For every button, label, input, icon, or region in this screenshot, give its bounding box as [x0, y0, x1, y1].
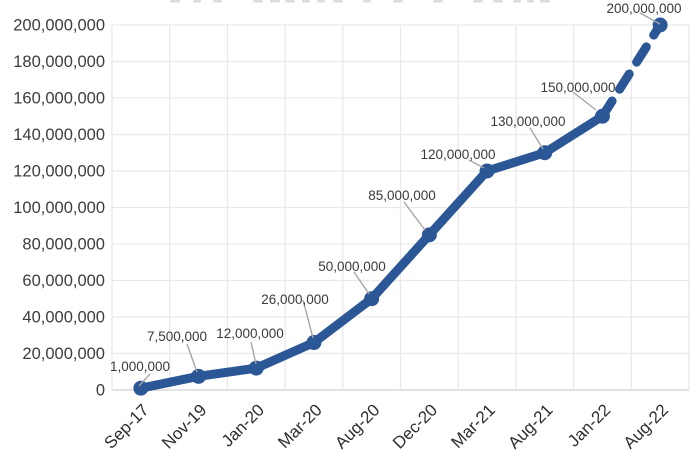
leader-line [186, 343, 198, 373]
leader-line [468, 159, 485, 169]
y-axis-tick-label: 200,000,000 [13, 17, 105, 35]
y-axis-tick-label: 20,000,000 [22, 345, 105, 363]
cropped-title-remnant [527, 0, 534, 3]
x-axis-tick-label: Dec-20 [389, 400, 441, 452]
cropped-title-remnant [285, 0, 295, 3]
data-label: 85,000,000 [368, 188, 436, 203]
leader-line [639, 12, 661, 25]
series-line-dashed-segment [597, 20, 665, 121]
cropped-title-remnant [393, 0, 403, 3]
leader-line [572, 91, 597, 111]
data-label: 7,500,000 [147, 329, 207, 344]
cropped-title-remnant [433, 0, 443, 3]
x-axis-tick-label: Jan-22 [564, 400, 614, 450]
data-label: 26,000,000 [261, 292, 329, 307]
y-axis-tick-label: 60,000,000 [22, 272, 105, 290]
data-point-marker [248, 360, 264, 376]
cropped-title-remnant [253, 0, 263, 3]
x-axis-tick-label: Aug-21 [504, 400, 556, 452]
data-point-marker [594, 108, 610, 124]
x-axis-tick-label: Aug-22 [620, 400, 672, 452]
leader-line [403, 201, 426, 231]
data-label: 150,000,000 [540, 80, 615, 95]
data-label: 200,000,000 [606, 1, 681, 16]
data-label: 12,000,000 [216, 326, 284, 341]
y-axis-tick-label: 180,000,000 [13, 53, 105, 71]
cropped-title-remnant [170, 0, 180, 3]
x-axis-tick-label: Mar-21 [447, 400, 499, 452]
y-axis-tick-label: 120,000,000 [13, 163, 105, 181]
x-axis-tick-label: Aug-20 [331, 400, 383, 452]
data-point-marker [421, 227, 437, 243]
x-axis-tick-label: Nov-19 [158, 400, 210, 452]
cropped-title-remnant [493, 0, 503, 3]
x-axis-tick-label: Jan-20 [218, 400, 268, 450]
cropped-title-remnant [333, 0, 343, 3]
cropped-title-remnant [302, 0, 310, 3]
data-label: 1,000,000 [110, 359, 170, 374]
data-point-marker [191, 368, 207, 384]
data-point-marker [652, 17, 668, 33]
y-axis-tick-label: 0 [96, 382, 105, 400]
cropped-title-remnant [513, 0, 521, 3]
cropped-title-remnant [363, 0, 371, 3]
cropped-title-remnant [270, 0, 280, 3]
data-label: 120,000,000 [420, 147, 495, 162]
data-point-marker [306, 335, 322, 351]
data-label: 130,000,000 [490, 114, 565, 129]
y-axis-tick-label: 40,000,000 [22, 309, 105, 327]
y-axis-tick-label: 160,000,000 [13, 90, 105, 108]
data-label: 50,000,000 [318, 259, 386, 274]
x-axis-tick-label: Mar-20 [274, 400, 326, 452]
cropped-title-remnant [213, 0, 222, 3]
leader-line [250, 341, 257, 365]
y-axis-tick-label: 100,000,000 [13, 199, 105, 217]
data-point-marker [537, 145, 553, 161]
leader-line [138, 373, 151, 387]
cropped-title-remnant [540, 0, 550, 3]
x-axis-tick-label: Sep-17 [100, 400, 152, 452]
series-line [136, 111, 607, 393]
cropped-title-remnant [193, 0, 201, 3]
cropped-title-remnant [317, 0, 325, 3]
y-axis-tick-label: 80,000,000 [22, 236, 105, 254]
data-point-marker [133, 380, 149, 396]
data-point-marker [479, 163, 495, 179]
leader-line [302, 299, 314, 339]
leader-line [353, 271, 370, 295]
leader-line [529, 127, 544, 150]
data-point-marker [364, 291, 380, 307]
cropped-title-remnant [473, 0, 483, 3]
y-axis-tick-label: 140,000,000 [13, 126, 105, 144]
